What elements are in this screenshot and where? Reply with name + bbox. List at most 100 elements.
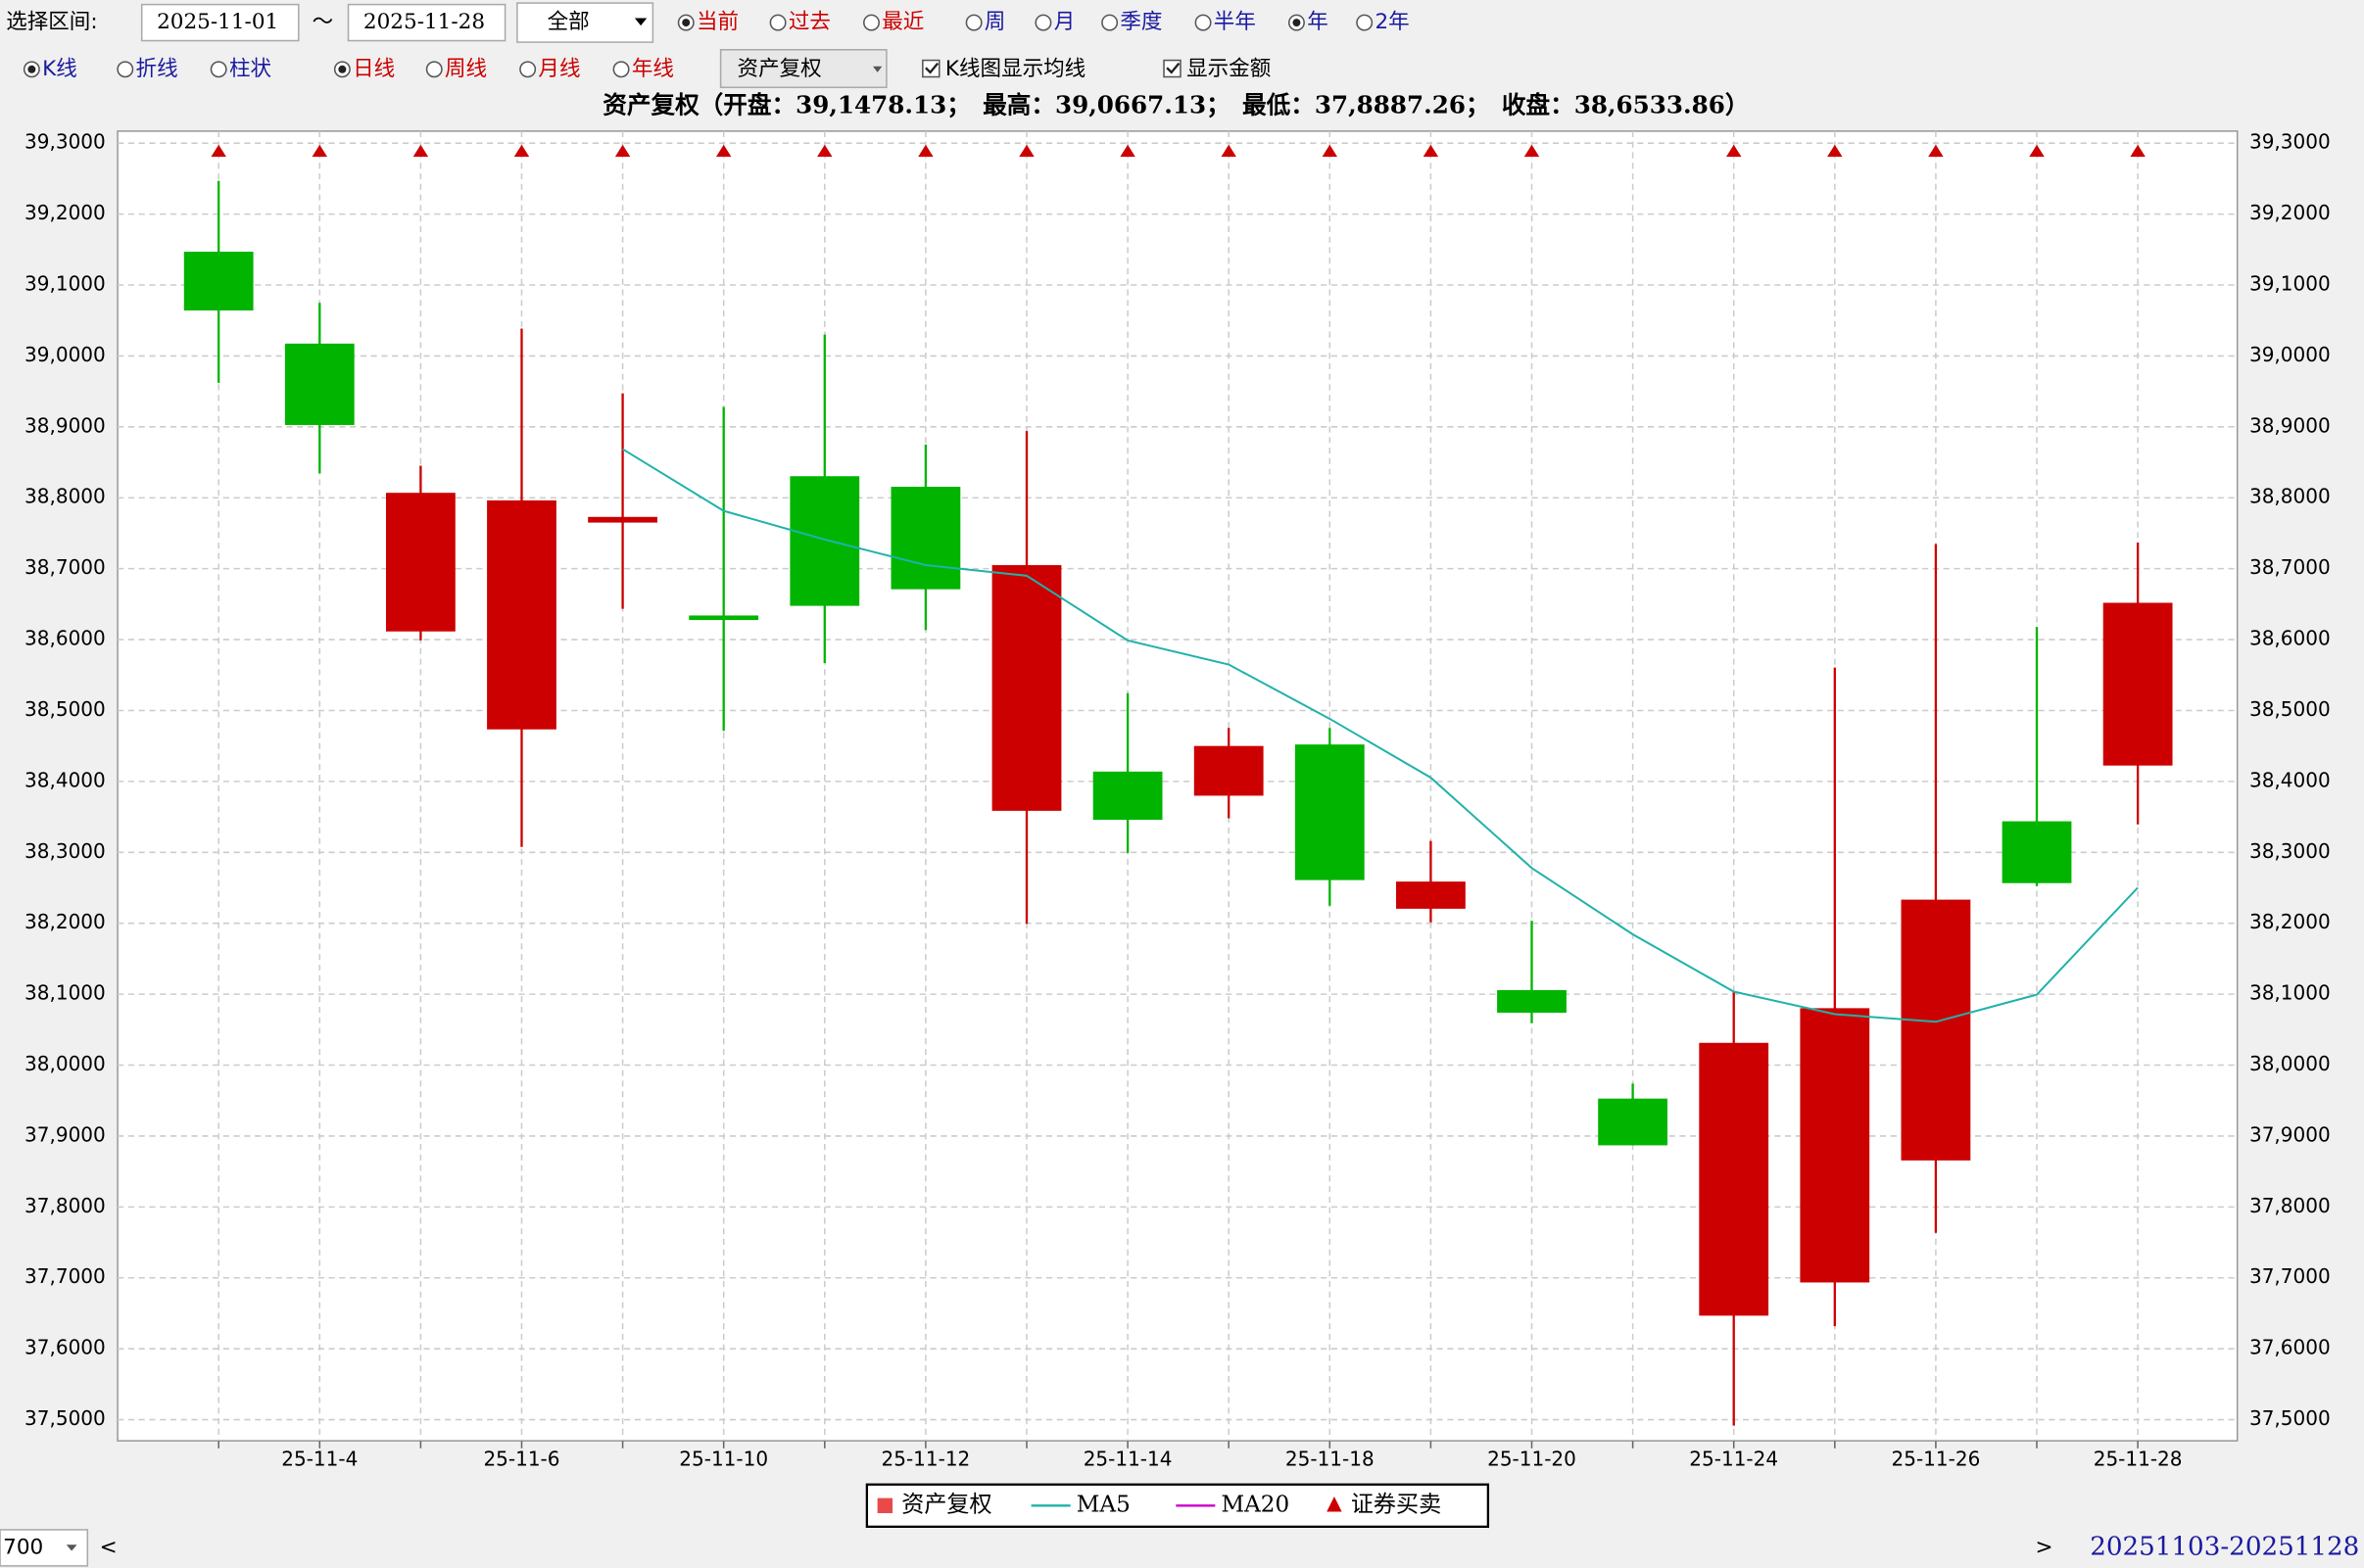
adjust-select[interactable] [719,49,888,89]
radio-button[interactable] [425,61,443,78]
y2-tick-label: 38,3000 [2249,839,2331,863]
legend-label: 证券买卖 [1351,1492,1441,1517]
radio-label[interactable]: 柱状 [229,57,271,81]
radio-label[interactable]: 年线 [632,57,674,81]
radio-label[interactable]: K线 [42,57,77,81]
scope-value[interactable]: 全部 [548,10,590,34]
radio-button[interactable] [965,14,983,31]
y2-tick-label: 39,3000 [2249,130,2331,154]
trade-marker [1726,144,1742,158]
trade-marker [716,144,732,158]
x-tick-label: 25-11-18 [1285,1448,1375,1471]
checkbox-label[interactable]: K线图显示均线 [945,57,1086,81]
trade-marker [614,144,631,158]
x-tick-label: 25-11-14 [1084,1448,1173,1471]
x-tick-label: 25-11-6 [483,1448,559,1471]
trade-marker [1423,144,1439,158]
end-date-input[interactable] [347,3,507,42]
radio-label[interactable]: 周线 [445,57,487,81]
radio-dot [27,65,36,73]
y-tick-label: 39,3000 [24,130,106,154]
legend-label: MA20 [1222,1492,1290,1517]
x-tick-label: 25-11-12 [882,1448,971,1471]
radio-button[interactable] [1356,14,1374,31]
y-tick-label: 38,4000 [24,768,106,791]
y-tick-label: 39,0000 [24,343,106,366]
trade-marker [2130,144,2146,158]
radio-label[interactable]: 折线 [136,57,178,81]
radio-button[interactable] [1101,14,1119,31]
x-tick-label: 25-11-4 [281,1448,358,1471]
radio-label[interactable]: 当前 [697,10,739,34]
prev-button[interactable]: < [100,1535,118,1559]
checkbox[interactable] [1163,59,1182,78]
y-tick-label: 39,1000 [24,272,106,296]
x-tick-label: 25-11-24 [1689,1448,1778,1471]
y-tick-label: 37,7000 [24,1264,106,1288]
chart-title: 资产复权（开盘：39,1478.13； 最高：39,0667.13； 最低：37… [603,91,1749,119]
scope-select[interactable] [516,2,654,43]
x-tick-label: 25-11-26 [1892,1448,1981,1471]
y2-tick-label: 39,0000 [2249,343,2331,366]
radio-button[interactable] [863,14,880,31]
radio-label[interactable]: 年 [1307,10,1328,34]
y-tick-label: 38,1000 [24,981,106,1005]
start-date[interactable]: 2025-11-01 [157,10,278,34]
candle-body [1396,881,1466,909]
trade-marker [1120,144,1135,158]
checkbox-label[interactable]: 显示金额 [1186,57,1271,81]
y2-tick-label: 37,5000 [2249,1406,2331,1430]
radio-label[interactable]: 过去 [789,10,831,34]
y2-tick-label: 38,9000 [2249,413,2331,437]
radio-label[interactable]: 日线 [353,57,395,81]
checkbox[interactable] [922,59,941,78]
radio-button[interactable] [1035,14,1052,31]
checkmark [925,62,940,74]
radio-button[interactable] [612,61,630,78]
trade-marker [1221,144,1236,158]
start-date-input[interactable] [140,3,300,42]
y2-tick-label: 39,1000 [2249,272,2331,296]
y2-tick-label: 38,0000 [2249,1052,2331,1075]
range-label: 选择区间: [6,10,97,34]
radio-label[interactable]: 月 [1054,10,1076,34]
radio-label[interactable]: 月线 [538,57,580,81]
candle-body [891,487,961,590]
trade-marker [1019,144,1035,158]
y-tick-label: 38,9000 [24,413,106,437]
y-tick-label: 37,8000 [24,1194,106,1217]
adjust-value[interactable]: 资产复权 [738,57,822,81]
checkmark [1166,62,1181,74]
radio-dot [1292,19,1301,27]
radio-button[interactable] [769,14,787,31]
y-tick-label: 38,8000 [24,485,106,508]
candle-body [1092,771,1163,821]
date-range: 20251103-20251128 [2090,1532,2359,1561]
y-tick-label: 38,5000 [24,697,106,721]
radio-label[interactable]: 季度 [1120,10,1162,34]
radio-button[interactable] [1194,14,1212,31]
end-date[interactable]: 2025-11-28 [363,10,485,34]
radio-label[interactable]: 2年 [1375,10,1409,34]
y2-tick-label: 38,8000 [2249,485,2331,508]
legend-swatch [877,1497,893,1513]
radio-label[interactable]: 最近 [882,10,924,34]
y2-tick-label: 38,6000 [2249,627,2331,650]
next-button[interactable]: > [2035,1535,2052,1559]
candle-body [1901,899,1971,1161]
radio-button[interactable] [519,61,537,78]
page-size[interactable]: 700 [3,1535,43,1559]
plot-area [117,130,2239,1442]
radio-button[interactable] [117,61,134,78]
y-tick-label: 37,6000 [24,1336,106,1359]
radio-button[interactable] [210,61,227,78]
y2-tick-label: 38,1000 [2249,981,2331,1005]
radio-label[interactable]: 半年 [1214,10,1256,34]
trade-marker [312,144,327,158]
legend-label: MA5 [1077,1492,1131,1517]
trade-marker [2029,144,2045,158]
radio-label[interactable]: 周 [985,10,1006,34]
candle-body [1294,744,1365,880]
page-size-select[interactable] [0,1529,89,1567]
